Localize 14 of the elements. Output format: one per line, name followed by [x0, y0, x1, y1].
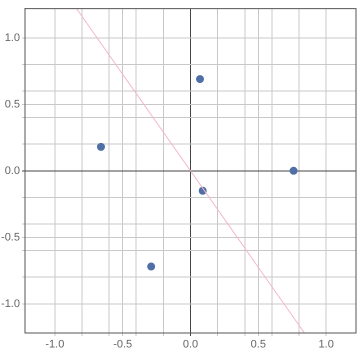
y-tick-label: 0.0 [4, 164, 20, 177]
point [290, 166, 298, 175]
y-tick-label: 0.5 [4, 98, 20, 110]
point [96, 142, 105, 151]
y-tick-label: -0.5 [1, 231, 20, 244]
point [196, 75, 204, 84]
x-tick-label: -0.5 [113, 338, 132, 351]
y-tick-label: -1.0 [1, 298, 20, 310]
x-tick-label: 0.5 [250, 338, 266, 351]
x-tick-label: -1.0 [45, 338, 64, 351]
x-tick-label: 0.0 [182, 338, 198, 351]
point [147, 262, 156, 271]
y-tick-label: 1.0 [4, 32, 20, 44]
x-tick-label: 1.0 [318, 338, 334, 351]
